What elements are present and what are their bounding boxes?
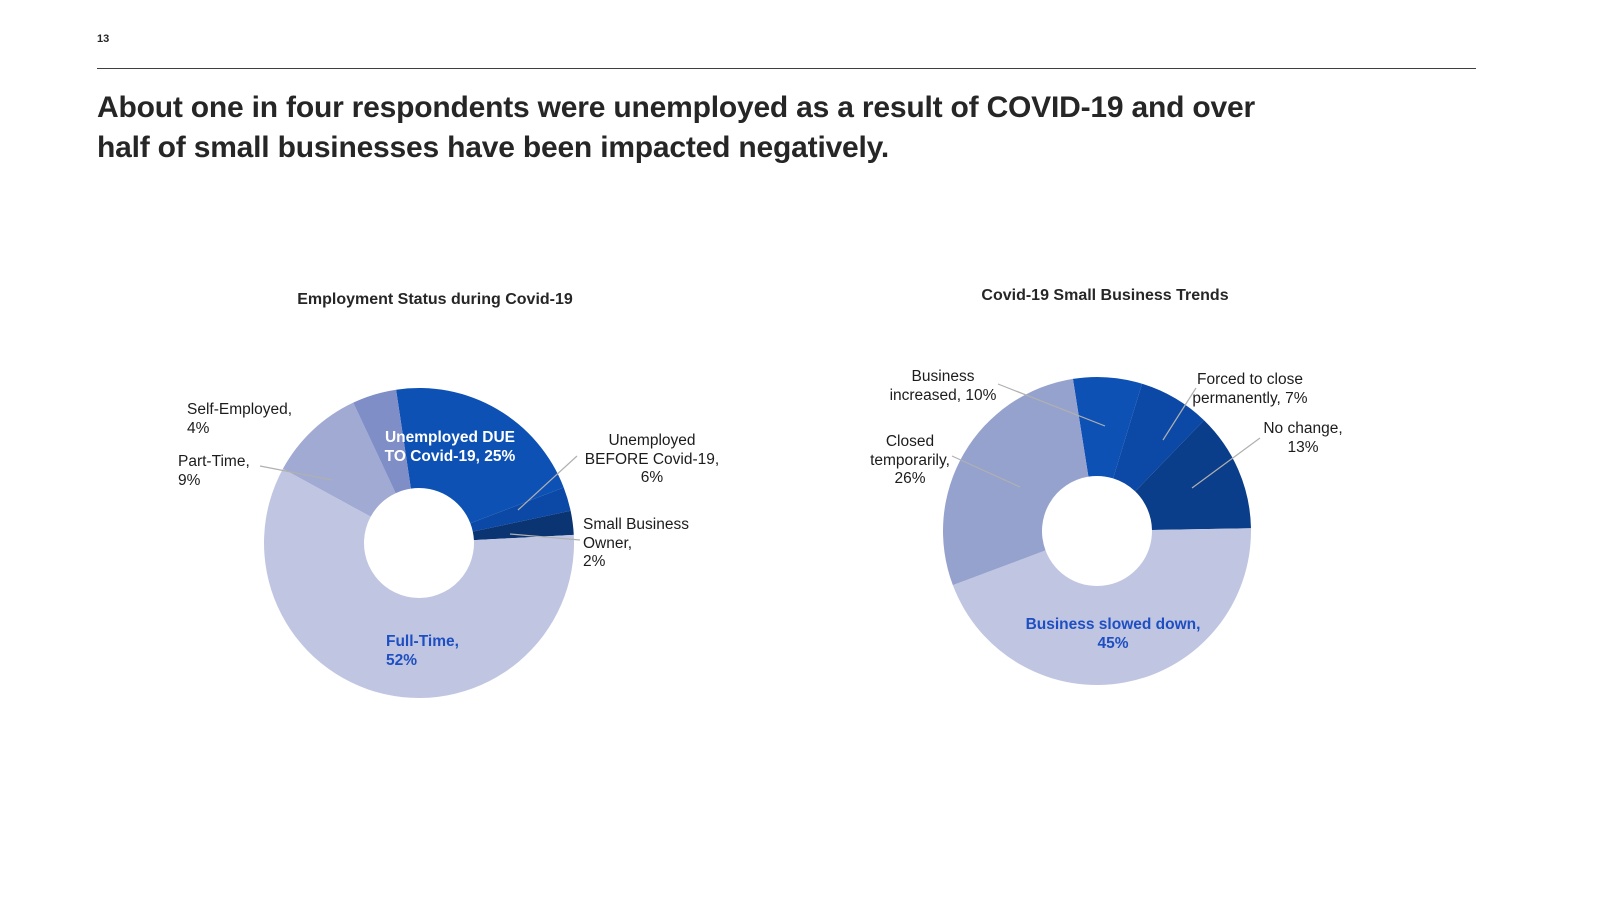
label-unemployed-before: Unemployed BEFORE Covid-19, 6%: [584, 432, 720, 486]
slide-title: About one in four respondents were unemp…: [97, 91, 1255, 164]
donut-segment-unemployed-before-covid-19: [470, 487, 571, 532]
small-business-trends-donut: [943, 377, 1261, 685]
trends-chart-title: Covid-19 Small Business Trends: [981, 287, 1229, 304]
leader-line-closed-temporarily: [951, 455, 1021, 488]
donut-segment-self-employed: [353, 389, 411, 494]
donut-segment-business-increased: [1072, 377, 1143, 479]
donut-segment-unemployed-due-to-covid-19: [396, 388, 564, 524]
donut-segment-business-slowed-down: [952, 528, 1251, 685]
small-business-trends-chart: Covid-19 Small Business Trends Business …: [840, 260, 1540, 720]
label-business-increased: Business increased, 10%: [889, 368, 997, 404]
leader-line-part-time: [259, 465, 333, 481]
employment-chart-title: Employment Status during Covid-19: [297, 291, 573, 308]
label-self-employed: Self-Employed, 4%: [187, 401, 293, 437]
label-no-change: No change, 13%: [1263, 420, 1343, 456]
leader-line-no-change: [1191, 437, 1261, 489]
employment-status-chart: Employment Status during Covid-19 Unempl…: [90, 270, 790, 730]
donut-wedges: [263, 388, 574, 698]
leader-lines: [951, 383, 1261, 489]
label-full-time: Full-Time, 52%: [386, 633, 459, 669]
label-part-time: Part-Time, 9%: [178, 453, 250, 489]
leader-line-business-increased: [997, 383, 1106, 427]
label-closed-temporarily: Closed temporarily, 26%: [870, 433, 950, 487]
donut-segment-small-business-owner: [472, 510, 574, 541]
label-business-slowed-down: Business slowed down, 45%: [1025, 616, 1201, 652]
label-small-business-owner: Small Business Owner, 2%: [583, 516, 689, 570]
leader-line-unemployed-before: [517, 455, 578, 511]
leader-line-small-business-owner: [509, 533, 581, 541]
donut-wedges: [943, 377, 1251, 685]
label-unemployed-due: Unemployed DUE TO Covid-19, 25%: [384, 429, 516, 465]
header-rule: [97, 68, 1476, 69]
donut-segment-no-change: [1135, 420, 1251, 531]
employment-status-donut: [259, 388, 581, 698]
page-number: 13: [97, 33, 110, 45]
donut-segment-full-time: [263, 468, 574, 698]
leader-line-forced-to-close: [1162, 387, 1197, 441]
leader-lines: [259, 455, 581, 541]
donut-segment-part-time: [282, 402, 396, 517]
donut-segment-closed-temporarily: [943, 378, 1089, 586]
label-forced-to-close: Forced to close permanently, 7%: [1192, 371, 1308, 407]
